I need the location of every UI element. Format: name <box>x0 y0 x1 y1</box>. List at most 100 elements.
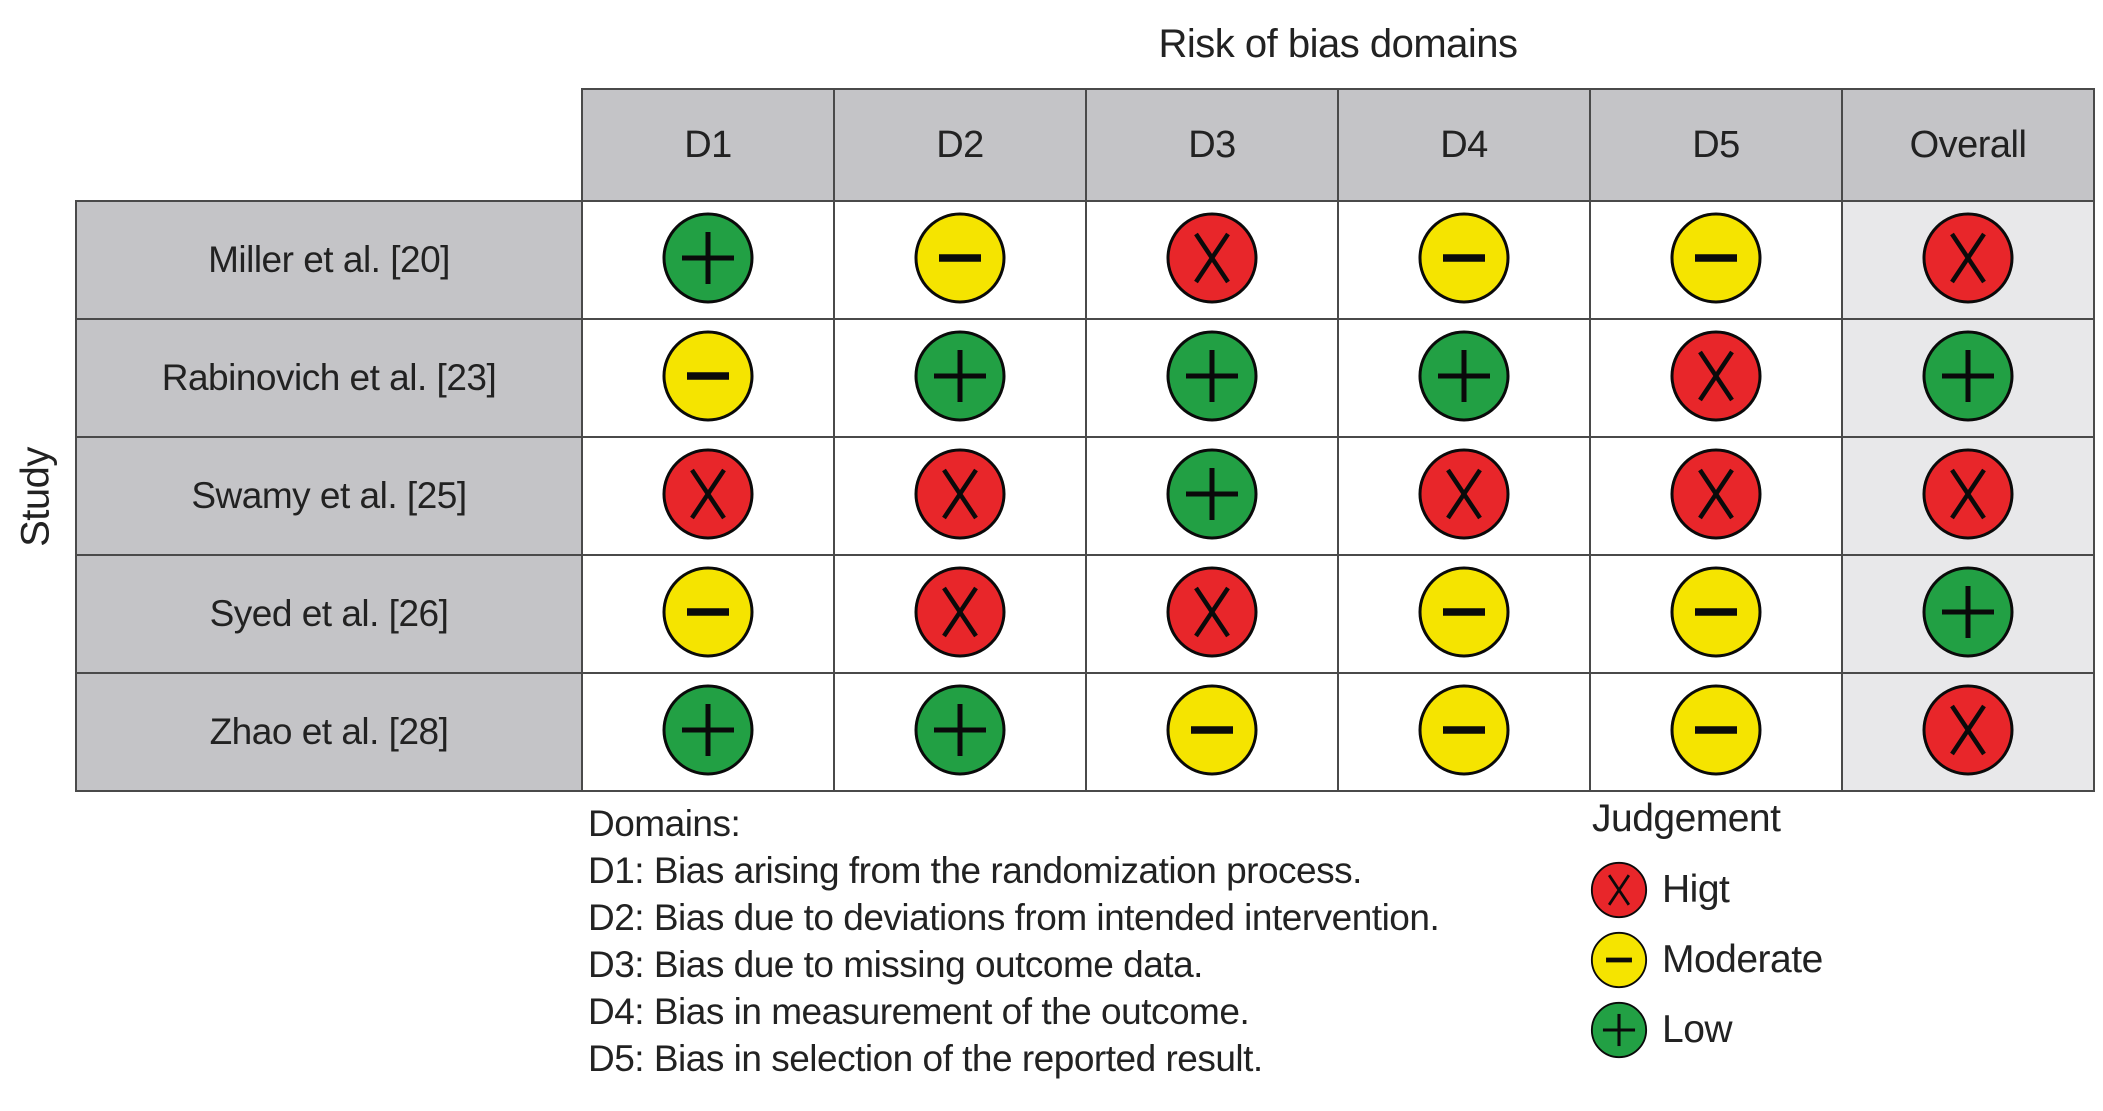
study-label: Swamy et al. [25] <box>75 436 583 556</box>
judgement-icon-moderate <box>1417 683 1511 777</box>
rating-cell <box>581 554 835 674</box>
domains-note-line: D1: Bias arising from the randomization … <box>588 850 1362 891</box>
judgement-icon-high <box>1590 861 1648 919</box>
judgement-icon-low <box>1921 329 2015 423</box>
judgement-icon-high <box>1921 683 2015 777</box>
column-header-d3: D3 <box>1085 88 1339 202</box>
rating-cell <box>833 672 1087 792</box>
judgement-icon-high <box>1165 211 1259 305</box>
judgement-icon-low <box>1417 329 1511 423</box>
judgement-icon-low <box>913 329 1007 423</box>
legend-title: Judgement <box>1592 797 1781 840</box>
rating-cell <box>1841 200 2095 320</box>
rating-cell <box>1085 200 1339 320</box>
study-label: Rabinovich et al. [23] <box>75 318 583 438</box>
rating-cell <box>833 318 1087 438</box>
judgement-icon-high <box>1165 565 1259 659</box>
study-row: Syed et al. [26] <box>75 554 2095 674</box>
judgement-icon-high <box>913 447 1007 541</box>
rating-cell <box>1841 672 2095 792</box>
judgement-icon-high <box>1921 447 2015 541</box>
judgement-icon-high <box>1921 211 2015 305</box>
judgement-icon-moderate <box>661 565 755 659</box>
domains-note-line: D4: Bias in measurement of the outcome. <box>588 991 1250 1032</box>
rating-cell <box>1589 672 1843 792</box>
judgement-icon-low <box>661 683 755 777</box>
rating-cell <box>1589 554 1843 674</box>
judgement-icon-moderate <box>1417 211 1511 305</box>
domains-note-heading: Domains: <box>588 803 741 844</box>
rating-cell <box>1841 554 2095 674</box>
legend-item-low: Low <box>1590 1001 1823 1059</box>
domains-note-line: D5: Bias in selection of the reported re… <box>588 1038 1263 1079</box>
judgement-icon-high <box>1669 329 1763 423</box>
domains-note: Domains: D1: Bias arising from the rando… <box>588 800 1440 1082</box>
domains-note-line: D2: Bias due to deviations from intended… <box>588 897 1440 938</box>
legend-item-moderate: Moderate <box>1590 931 1823 989</box>
rating-cell <box>581 200 835 320</box>
column-header-overall: Overall <box>1841 88 2095 202</box>
legend-item-high: Higt <box>1590 861 1823 919</box>
judgement-icon-low <box>913 683 1007 777</box>
study-label: Syed et al. [26] <box>75 554 583 674</box>
rating-cell <box>581 436 835 556</box>
rating-cell <box>1085 436 1339 556</box>
column-header-d2: D2 <box>833 88 1087 202</box>
study-row: Rabinovich et al. [23] <box>75 318 2095 438</box>
domains-note-line: D3: Bias due to missing outcome data. <box>588 944 1203 985</box>
rating-cell <box>1337 318 1591 438</box>
rating-cell <box>1085 318 1339 438</box>
rating-cell <box>581 672 835 792</box>
judgement-legend: Judgement Higt Moderate Low <box>1590 797 1823 1071</box>
judgement-icon-high <box>1417 447 1511 541</box>
header-row: D1 D2 D3 D4 D5 Overall <box>76 88 2095 202</box>
judgement-icon-high <box>661 447 755 541</box>
column-header-d5: D5 <box>1589 88 1843 202</box>
legend-item-label: Low <box>1662 1008 1733 1051</box>
rating-cell <box>833 436 1087 556</box>
rating-cell <box>1589 318 1843 438</box>
judgement-icon-moderate <box>1669 683 1763 777</box>
legend-item-label: Moderate <box>1662 938 1823 981</box>
rating-cell <box>1841 318 2095 438</box>
judgement-icon-moderate <box>661 329 755 423</box>
study-label: Zhao et al. [28] <box>75 672 583 792</box>
rating-cell <box>1085 554 1339 674</box>
rating-cell <box>1337 200 1591 320</box>
judgement-icon-moderate <box>1669 565 1763 659</box>
study-label: Miller et al. [20] <box>75 200 583 320</box>
study-axis-label: Study <box>13 447 58 547</box>
column-header-d4: D4 <box>1337 88 1591 202</box>
judgement-icon-moderate <box>1669 211 1763 305</box>
judgement-icon-moderate <box>1417 565 1511 659</box>
rating-cell <box>1337 554 1591 674</box>
study-row: Zhao et al. [28] <box>75 672 2095 792</box>
judgement-icon-high <box>1669 447 1763 541</box>
judgement-icon-low <box>1921 565 2015 659</box>
judgement-icon-low <box>1165 447 1259 541</box>
judgement-icon-low <box>661 211 755 305</box>
study-row: Swamy et al. [25] <box>75 436 2095 556</box>
judgement-icon-moderate <box>1165 683 1259 777</box>
rating-cell <box>833 554 1087 674</box>
rating-cell <box>1337 672 1591 792</box>
judgement-icon-low <box>1590 1001 1648 1059</box>
judgement-icon-moderate <box>913 211 1007 305</box>
rating-cell <box>1841 436 2095 556</box>
rating-cell <box>1085 672 1339 792</box>
rating-cell <box>581 318 835 438</box>
judgement-icon-low <box>1165 329 1259 423</box>
rating-cell <box>1589 200 1843 320</box>
study-row: Miller et al. [20] <box>75 200 2095 320</box>
column-header-d1: D1 <box>581 88 835 202</box>
risk-of-bias-table: D1 D2 D3 D4 D5 Overall Miller et al. [20] Rabin… <box>75 88 2095 792</box>
judgement-icon-high <box>913 565 1007 659</box>
rating-cell <box>1589 436 1843 556</box>
legend-item-label: Higt <box>1662 868 1730 911</box>
corner-spacer <box>76 89 582 201</box>
judgement-icon-moderate <box>1590 931 1648 989</box>
rating-cell <box>833 200 1087 320</box>
figure-title: Risk of bias domains <box>1158 22 1518 66</box>
rating-cell <box>1337 436 1591 556</box>
